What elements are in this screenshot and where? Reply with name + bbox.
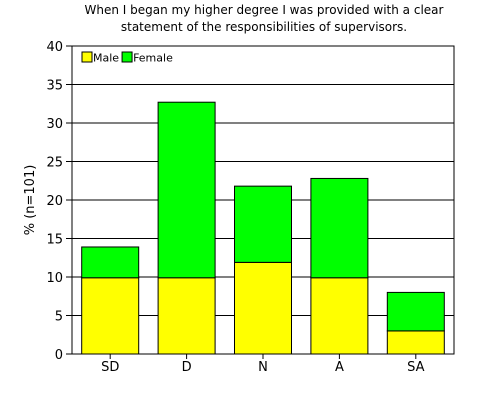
legend-label-male: Male [93,52,119,65]
bar-female-d [157,101,216,279]
bar-male-d [157,277,216,355]
axes [66,45,455,359]
x-tick-label: D [182,360,192,375]
x-tick-labels: SD D N A SA [101,360,425,375]
bar-female-sd [81,246,140,279]
x-tick-label: SA [407,360,424,375]
chart-title-line-1: When I began my higher degree I was prov… [85,3,444,17]
x-tick-label: SD [101,360,119,375]
plot-frame [71,45,455,355]
y-axis-label: % (n=101) [23,165,38,236]
chart-title-line-2: statement of the responsibilities of sup… [121,20,407,34]
y-tick-label: 20 [46,194,63,209]
y-tick-labels: 0 5 10 15 20 25 30 35 40 [46,40,63,363]
legend-label-female: Female [133,52,173,65]
y-tick-label: 15 [46,233,63,248]
bar-female-n [234,185,292,263]
y-tick-label: 5 [55,310,63,325]
legend-swatch-female [121,51,133,63]
bar-male-a [310,277,369,355]
bar-female-a [310,177,369,279]
y-tick-label: 30 [46,117,63,132]
legend: Male Female [81,51,173,65]
y-tick-label: 25 [46,156,63,171]
y-tick-label: 40 [46,40,63,55]
bar-female-sa [386,291,445,332]
chart-title: When I began my higher degree I was prov… [85,3,444,34]
y-tick-label: 35 [46,79,63,94]
y-tick-label: 10 [46,271,63,286]
legend-swatch-male [81,51,93,63]
bars [81,101,445,355]
bar-male-sa [386,330,445,355]
bar-male-sd [81,277,140,355]
bar-male-n [234,261,292,355]
y-tick-label: 0 [55,348,63,363]
x-tick-label: A [335,360,344,375]
x-tick-label: N [258,360,268,375]
